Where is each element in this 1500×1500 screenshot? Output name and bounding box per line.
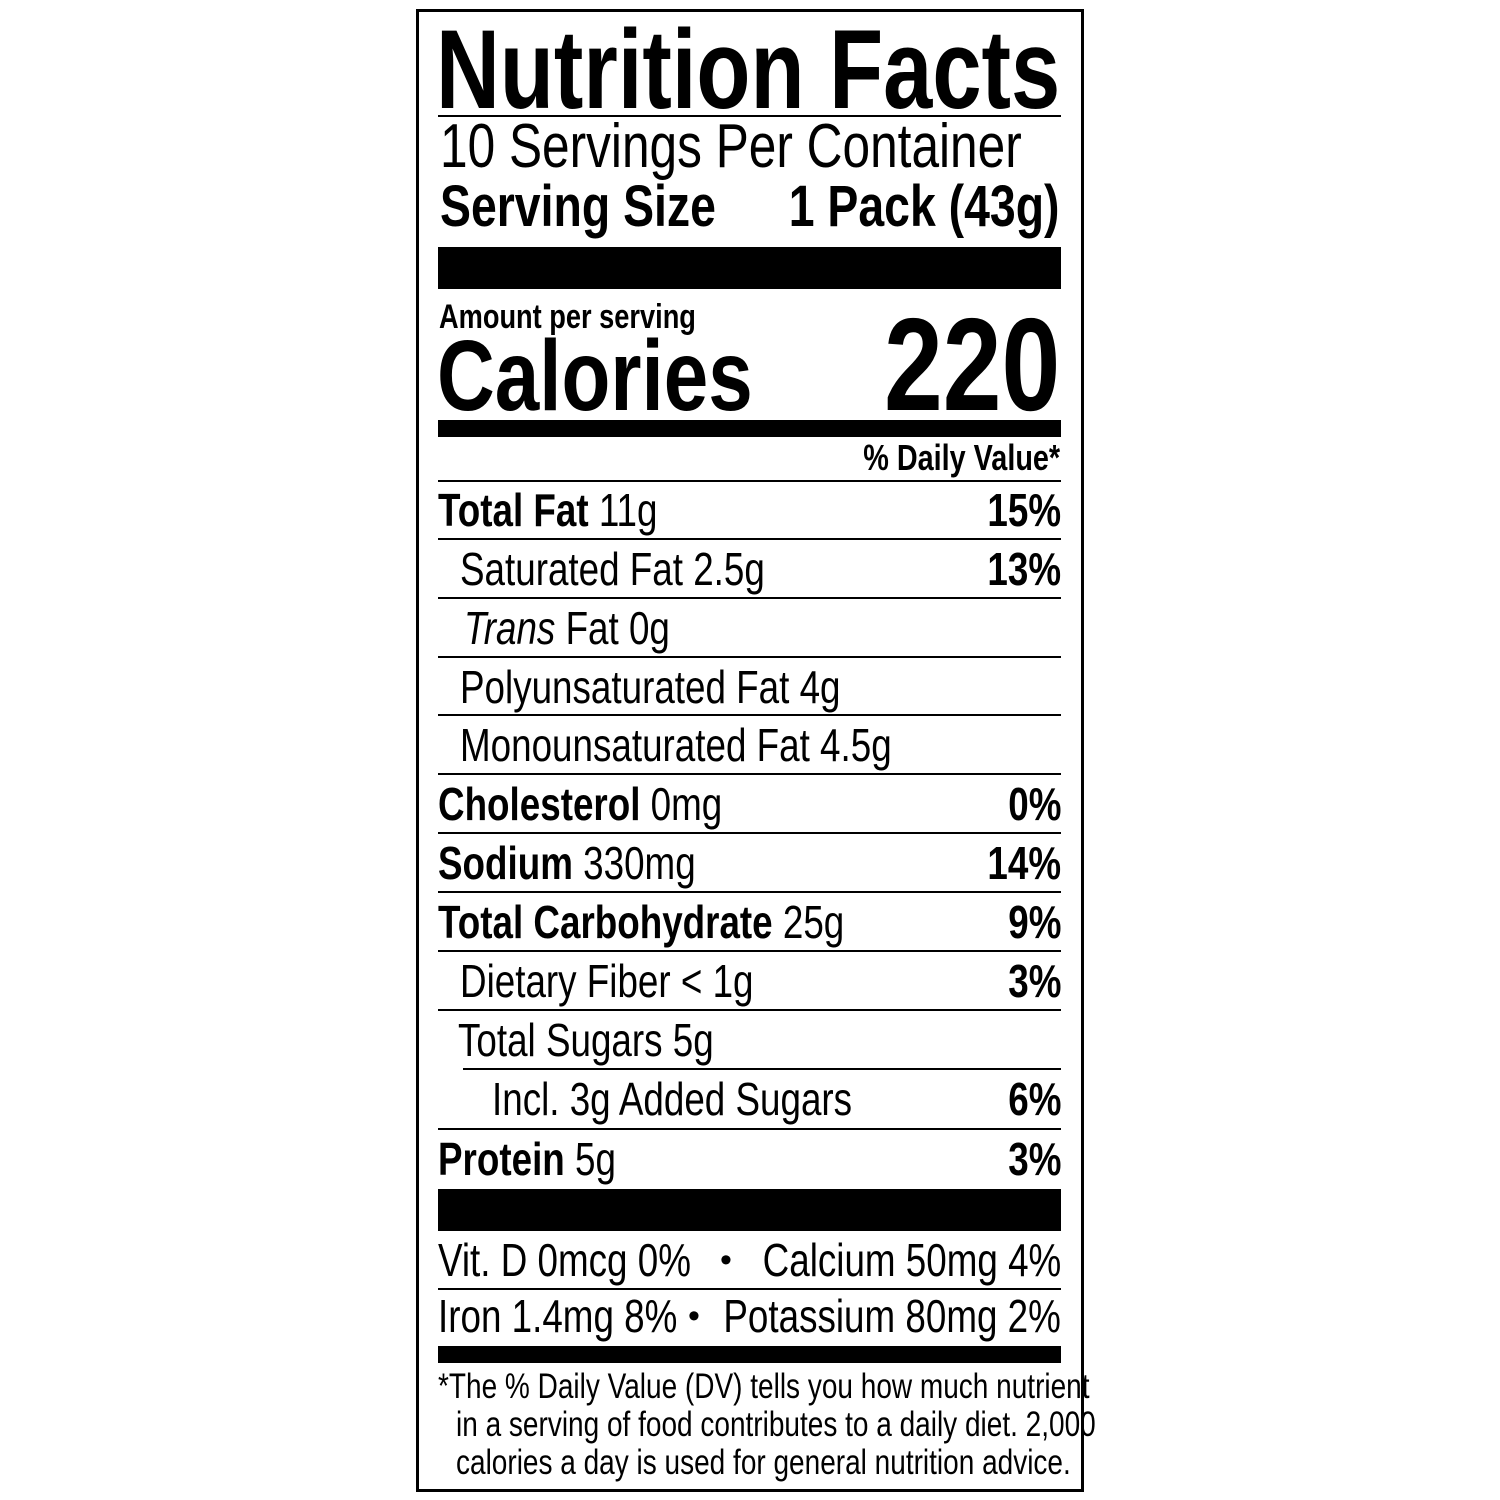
calcium: Calcium 50mg 4% [762,1234,1061,1286]
vitamin-row: Iron 1.4mg 8% • Potassium 80mg 2% [438,1290,1061,1342]
nutrient-label: Trans Fat 0g [464,599,670,657]
nutrient-row-cholesterol: Cholesterol 0mg 0% [438,775,1061,833]
nutrient-row-monounsaturated-fat: Monounsaturated Fat 4.5g [438,716,1061,774]
nutrient-amount: 11g [598,484,658,536]
nutrient-amount: 330mg [583,837,696,889]
trans-italic: Trans [464,602,556,654]
iron: Iron 1.4mg 8% [438,1290,678,1342]
amount-per-serving: Amount per serving [439,297,760,337]
medium-bar [438,420,1061,437]
nutrient-label: Total Carbohydrate 25g [438,893,844,951]
nutrient-label: Sodium 330mg [438,834,696,892]
nutrient-dv: 6% [1007,1073,1061,1125]
divider [438,597,1061,599]
nutrient-dv: 3% [1007,955,1061,1007]
nutrient-label: Total Sugars 5g [458,1014,714,1066]
serving-size-label: Serving Size [440,176,785,238]
daily-value-header-text: % Daily Value* [863,437,1060,478]
nutrient-label: Polyunsaturated Fat 4g [460,661,841,713]
divider [438,656,1061,658]
title-text: Nutrition Facts [436,7,1061,132]
servings-per-container: 10 Servings Per Container [440,114,1167,180]
medium-bar [438,1346,1061,1363]
thick-bar [438,247,1061,289]
divider [438,115,1061,117]
divider [438,1288,1061,1290]
divider [438,832,1061,834]
nutrient-dv: 14% [987,837,1061,889]
nutrient-label: Cholesterol 0mg [438,775,722,833]
footnote-line: in a serving of food contributes to a da… [456,1405,1096,1444]
nutrient-dv: 13% [987,543,1061,595]
footnote-line: calories a day is used for general nutri… [456,1443,1071,1482]
daily-value-header: % Daily Value* [814,438,1060,478]
nutrient-row-added-sugars: Incl. 3g Added Sugars 6% [438,1070,1061,1128]
nutrient-dv: 0% [1007,778,1061,830]
nutrient-name: Sodium [438,837,573,889]
potassium: Potassium 80mg 2% [723,1290,1062,1342]
serving-size-value-text: 1 Pack (43g) [789,174,1060,239]
footnote: *The % Daily Value (DV) tells you how mu… [438,1368,1256,1482]
nutrient-name: Protein [438,1133,565,1185]
nutrient-dv: 3% [1007,1133,1061,1185]
divider [438,773,1061,775]
nutrient-amount: 5g [575,1133,616,1185]
nutrient-name: Total Fat [438,484,589,536]
nutrient-amount: 25g [782,896,845,948]
nutrient-dv: 9% [1007,896,1061,948]
vitamin-row: Vit. D 0mcg 0% • Calcium 50mg 4% [438,1234,1061,1286]
nutrient-name: Total Carbohydrate [438,896,773,948]
nutrient-row-polyunsaturated-fat: Polyunsaturated Fat 4g [438,658,1061,716]
divider [438,891,1061,893]
serving-size-label-text: Serving Size [440,174,716,239]
servings-text: 10 Servings Per Container [440,112,1022,181]
nutrient-label: Protein 5g [438,1130,616,1188]
nutrient-row-total-fat: Total Fat 11g 15% [438,481,1061,539]
serving-size-value: 1 Pack (43g) [721,176,1060,238]
nutrition-label-border [416,9,1084,1492]
divider [438,714,1061,716]
calories-label-text: Calories [437,320,753,432]
nutrient-label: Monounsaturated Fat 4.5g [460,719,892,771]
calories-label: Calories [437,326,832,426]
nutrient-row-dietary-fiber: Dietary Fiber < 1g 3% [438,952,1061,1010]
divider [438,1128,1061,1130]
divider [438,1009,1061,1011]
nutrient-row-protein: Protein 5g 3% [438,1130,1061,1188]
nutrient-label: Dietary Fiber < 1g [460,955,754,1007]
thick-bar [438,1189,1061,1231]
nutrient-name: Cholesterol [438,778,641,830]
bullet: • [688,1297,700,1335]
amount-per-serving-text: Amount per serving [439,298,696,336]
nutrient-label: Saturated Fat 2.5g [460,543,765,595]
divider [438,950,1061,952]
divider [438,538,1061,540]
calories-value: 220 [840,291,1060,438]
divider [463,1068,1061,1070]
vitamin-d: Vit. D 0mcg 0% [438,1234,691,1286]
nutrient-row-trans-fat: Trans Fat 0g [438,599,1061,657]
nutrient-row-total-sugars: Total Sugars 5g [438,1011,1061,1069]
bullet: • [720,1241,732,1279]
nutrient-label: Total Fat 11g [438,481,658,539]
nutrient-row-sodium: Sodium 330mg 14% [438,834,1061,892]
nutrient-dv: 15% [987,484,1061,536]
label-title: Nutrition Facts [436,14,1226,126]
divider [438,480,1061,482]
footnote-line: *The % Daily Value (DV) tells you how mu… [438,1367,1090,1406]
calories-value-text: 220 [883,291,1060,438]
nutrient-label: Incl. 3g Added Sugars [492,1073,853,1125]
nutrient-row-saturated-fat: Saturated Fat 2.5g 13% [438,540,1061,598]
nutrient-name: Fat 0g [565,602,670,654]
nutrient-amount: 0mg [650,778,723,830]
nutrient-row-total-carbohydrate: Total Carbohydrate 25g 9% [438,893,1061,951]
